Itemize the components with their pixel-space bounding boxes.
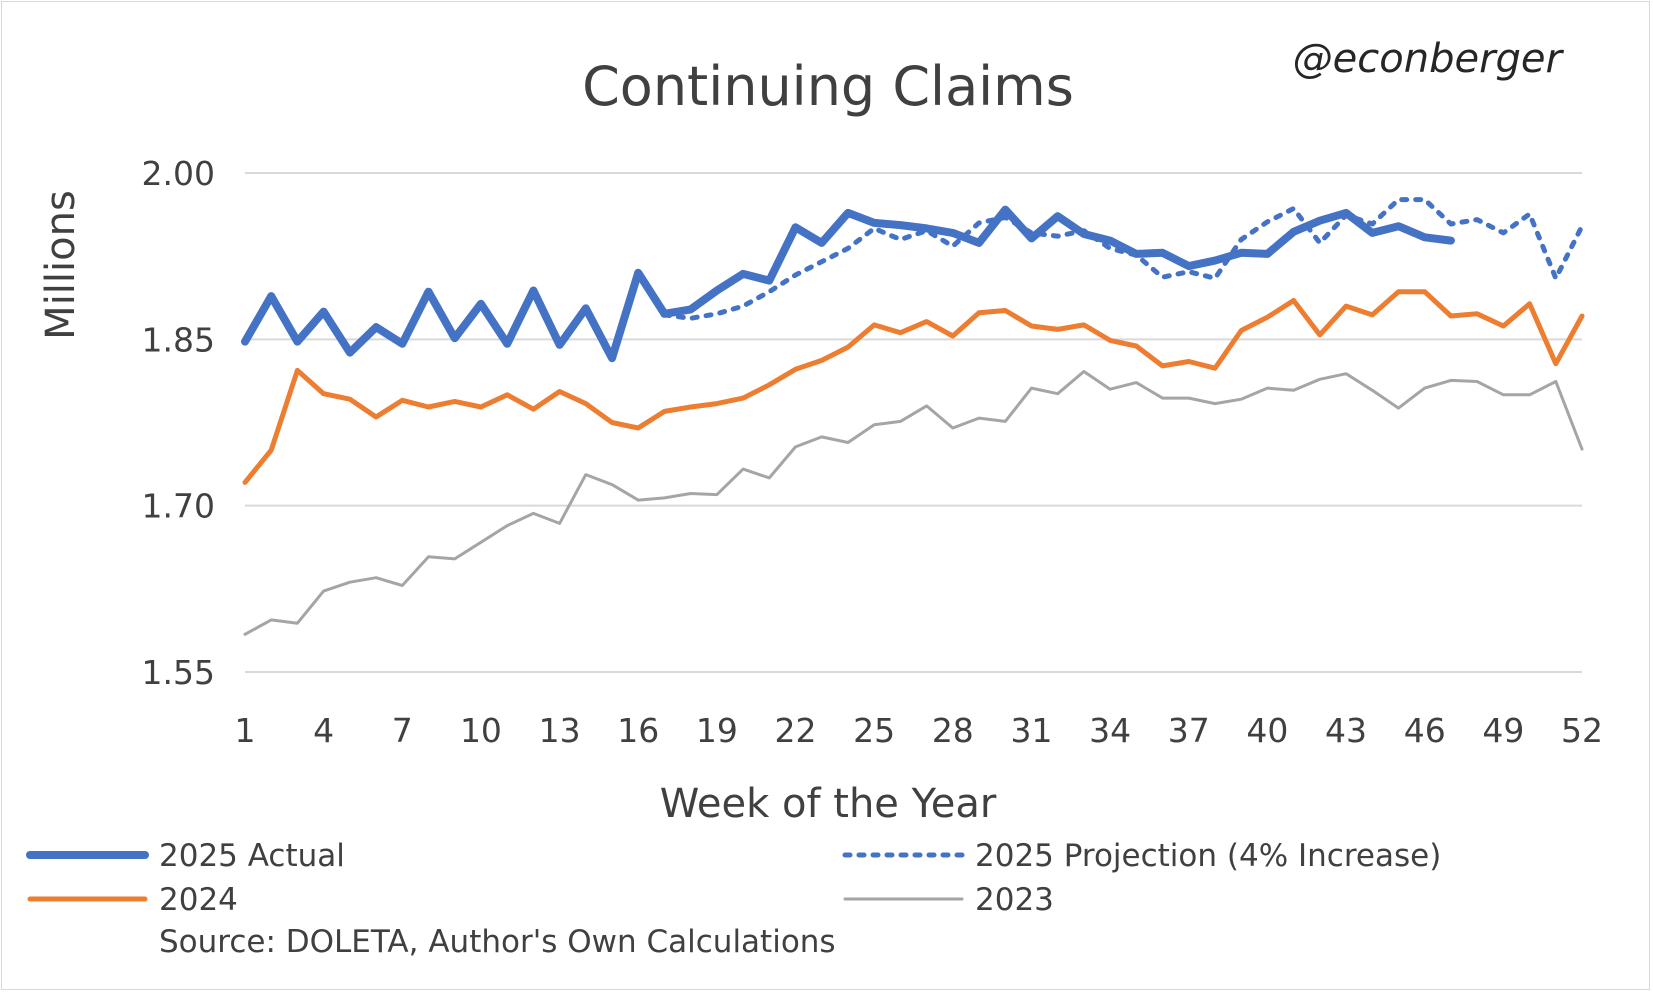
x-tick-label: 40 [1246,711,1288,750]
x-tick-label: 22 [775,711,817,750]
x-tick-label: 25 [853,711,895,750]
x-tick-label: 16 [617,711,659,750]
chart-title: Continuing Claims [582,55,1074,118]
x-tick-label: 43 [1325,711,1367,750]
x-axis-title: Week of the Year [660,781,997,827]
legend-label: 2025 Projection (4% Increase) [975,838,1441,874]
watermark-handle: @econberger [1293,36,1565,82]
y-axis-title: Millions [38,190,84,340]
y-tick-label: 2.00 [142,154,215,193]
legend: 2025 Actual 2025 Projection (4% Increase)… [26,838,1441,918]
x-tick-label: 4 [313,711,334,750]
x-tick-label: 34 [1089,711,1131,750]
x-tick-label: 13 [539,711,581,750]
y-tick-label: 1.55 [142,653,215,692]
y-axis-ticks: 1.55 1.70 1.85 2.00 [142,154,215,692]
series-line-2023 [243,370,1584,636]
y-tick-label: 1.70 [142,487,215,526]
series-lines [241,197,1585,636]
x-tick-label: 49 [1482,711,1524,750]
x-tick-label: 31 [1010,711,1052,750]
x-axis-ticks: 1 4 7 10 13 16 19 22 25 28 31 34 37 40 43 46 49 52 [235,711,1604,750]
x-tick-label: 7 [392,711,413,750]
series-line-2025-projection-4-increase [662,197,1585,321]
x-tick-label: 52 [1561,711,1603,750]
legend-label: 2023 [975,882,1054,918]
series-line-2024 [242,289,1585,485]
x-tick-label: 10 [460,711,502,750]
x-tick-label: 1 [235,711,256,750]
gridlines [245,172,1582,673]
y-tick-label: 1.85 [142,320,215,359]
x-tick-label: 19 [696,711,738,750]
legend-label: 2025 Actual [159,838,345,874]
legend-label: 2024 [159,882,238,918]
x-tick-label: 37 [1168,711,1210,750]
x-tick-label: 46 [1404,711,1446,750]
source-note: Source: DOLETA, Author's Own Calculation… [159,924,836,960]
x-tick-label: 28 [932,711,974,750]
series-line-2025-actual [241,205,1455,363]
